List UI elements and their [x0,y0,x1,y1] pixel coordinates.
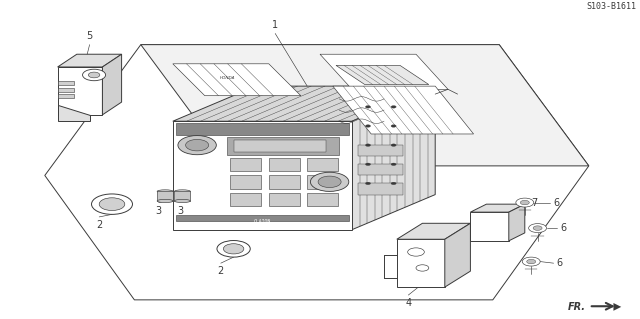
Bar [58,88,74,92]
Text: 1: 1 [272,20,278,30]
Bar [58,81,74,85]
Circle shape [391,106,396,108]
Circle shape [186,139,209,151]
Bar [176,123,349,135]
Polygon shape [45,45,589,300]
Bar [230,158,261,171]
Text: 3: 3 [177,206,184,216]
Bar [230,193,261,206]
Bar [157,191,173,201]
Circle shape [83,69,106,81]
Text: FR.: FR. [568,302,586,312]
Bar [307,158,338,171]
Bar [174,191,191,201]
Bar [358,145,403,156]
Circle shape [365,182,371,185]
Bar [176,215,349,221]
Polygon shape [58,105,90,121]
Circle shape [365,106,371,108]
Bar [358,183,403,195]
Text: 2: 2 [218,266,224,276]
Circle shape [365,144,371,146]
Circle shape [533,226,542,230]
Bar [269,158,300,171]
Polygon shape [397,223,470,239]
Bar [307,175,338,189]
Polygon shape [141,45,589,166]
Circle shape [223,244,244,254]
Circle shape [391,125,396,127]
Polygon shape [58,67,102,115]
Polygon shape [173,121,352,230]
Ellipse shape [174,199,191,203]
Circle shape [522,257,540,266]
Polygon shape [397,239,445,287]
Circle shape [416,265,429,271]
Circle shape [92,194,132,214]
Text: S103-B1611: S103-B1611 [587,2,637,11]
Circle shape [310,172,349,191]
Text: 6: 6 [557,258,563,268]
Polygon shape [173,86,435,121]
Bar [234,140,326,152]
Text: 5: 5 [86,32,93,41]
Polygon shape [58,54,122,67]
Bar [269,193,300,206]
Text: 2: 2 [96,220,102,230]
Circle shape [365,163,371,166]
Polygon shape [336,65,429,85]
Text: 7: 7 [531,197,538,208]
Circle shape [365,125,371,127]
Circle shape [88,72,100,78]
Polygon shape [102,54,122,115]
Polygon shape [509,204,525,241]
Circle shape [318,176,341,188]
Text: 3: 3 [156,206,162,216]
Text: CLAION: CLAION [254,219,271,224]
Circle shape [178,136,216,155]
Circle shape [520,200,529,205]
Bar [358,164,403,175]
Circle shape [516,198,534,207]
Text: HONDA: HONDA [220,76,235,80]
Circle shape [391,182,396,185]
Polygon shape [445,223,470,287]
Polygon shape [470,204,525,212]
Bar [227,137,339,155]
Bar [230,175,261,189]
Polygon shape [470,212,509,241]
Bar [269,175,300,189]
Bar [307,193,338,206]
Text: 6: 6 [554,197,560,208]
Polygon shape [333,86,474,134]
Circle shape [217,241,250,257]
Polygon shape [320,54,448,89]
Polygon shape [352,86,435,230]
Circle shape [529,224,547,233]
Ellipse shape [157,190,173,193]
Polygon shape [173,64,301,96]
Ellipse shape [157,199,173,203]
Circle shape [391,144,396,146]
Bar [58,94,74,98]
Text: 4: 4 [405,298,412,308]
Text: 6: 6 [560,223,566,233]
Circle shape [99,198,125,211]
Circle shape [527,259,536,264]
Circle shape [391,163,396,166]
Circle shape [408,248,424,256]
Ellipse shape [174,190,191,193]
